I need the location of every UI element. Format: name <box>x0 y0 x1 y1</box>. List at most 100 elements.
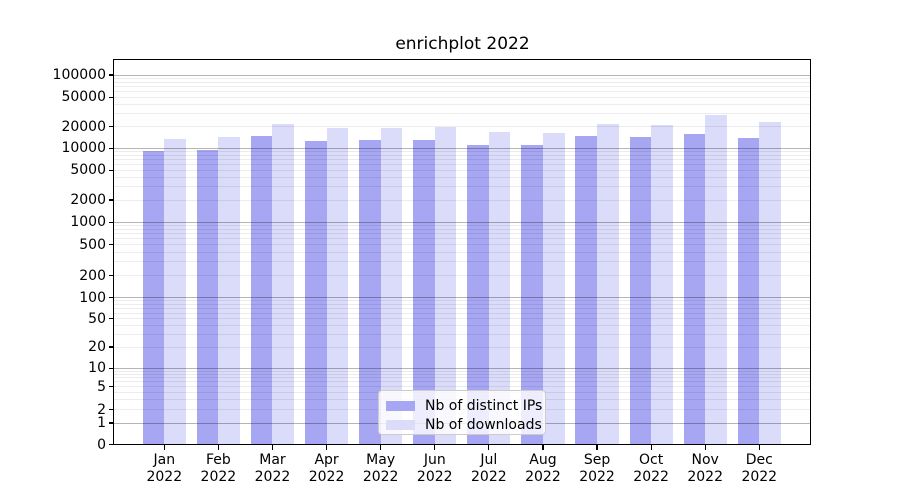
y-tick-mark <box>109 385 114 388</box>
y-tick-label: 1000 <box>70 214 106 231</box>
gridline-minor <box>114 377 810 379</box>
gridline-minor <box>114 244 810 245</box>
y-tick-label: 20000 <box>61 118 106 135</box>
x-tick-mark <box>271 445 274 450</box>
bar-nb-of-distinct-ips-feb <box>196 150 219 445</box>
gridline-major <box>114 297 810 299</box>
gridline-minor <box>114 176 810 178</box>
gridline-minor <box>114 103 810 105</box>
x-tick-label: Nov 2022 <box>687 452 723 485</box>
gridline-minor <box>114 169 810 171</box>
gridline-minor <box>114 238 810 240</box>
y-tick-mark <box>109 221 114 223</box>
gridline-minor <box>114 90 810 92</box>
x-tick-label: Feb 2022 <box>200 452 237 485</box>
bar-nb-of-distinct-ips-jan <box>142 150 165 445</box>
bar-nb-of-downloads-jul <box>488 132 511 445</box>
bar-nb-of-distinct-ips-nov <box>683 133 706 445</box>
gridline-minor <box>114 333 810 335</box>
gridline-minor <box>114 312 810 314</box>
x-tick-label: May 2022 <box>362 452 399 485</box>
bar-nb-of-downloads-oct <box>651 124 673 445</box>
bar-nb-of-distinct-ips-mar <box>250 135 273 445</box>
gridline-minor <box>114 163 810 165</box>
gridline-minor <box>114 77 810 79</box>
gridline-minor <box>114 381 810 383</box>
gridline-minor <box>114 275 810 276</box>
y-tick-label: 2 <box>97 401 106 418</box>
gridline-minor <box>114 228 810 230</box>
gridline-minor <box>114 151 810 153</box>
bar-nb-of-downloads-aug <box>542 133 565 445</box>
gridline-minor <box>114 233 810 235</box>
x-tick-label: Dec 2022 <box>741 452 778 485</box>
y-tick-label: 100000 <box>52 67 106 83</box>
y-tick-label: 1 <box>97 415 106 431</box>
y-tick-mark <box>109 169 114 171</box>
y-tick-mark <box>109 274 114 277</box>
bar-nb-of-downloads-jun <box>434 127 457 445</box>
y-tick-mark <box>109 346 114 348</box>
gridline-minor <box>114 346 810 348</box>
x-tick-mark <box>380 445 382 450</box>
y-tick-label: 500 <box>79 236 106 253</box>
x-tick-label: Jan 2022 <box>146 452 183 485</box>
bar-nb-of-distinct-ips-apr <box>304 141 327 445</box>
y-tick-mark <box>109 422 114 424</box>
gridline-minor <box>114 225 810 227</box>
y-tick-mark <box>109 297 114 299</box>
gridline-minor <box>114 303 810 305</box>
x-tick-mark <box>434 445 436 450</box>
y-tick-label: 2000 <box>70 192 106 208</box>
y-tick-label: 200 <box>79 267 106 284</box>
x-tick-mark <box>325 445 328 450</box>
gridline-minor <box>114 199 810 201</box>
x-tick-mark <box>163 445 165 450</box>
gridline-minor <box>114 154 810 156</box>
y-tick-mark <box>109 443 114 446</box>
legend: Nb of distinct IPs Nb of downloads <box>378 390 546 435</box>
y-tick-mark <box>109 317 114 320</box>
bar-nb-of-distinct-ips-jun <box>413 139 435 445</box>
x-tick-label: Jun 2022 <box>416 452 453 485</box>
gridline-minor <box>114 159 810 161</box>
bar-nb-of-downloads-jan <box>164 139 186 445</box>
legend-swatch-distinct-ips <box>386 400 415 412</box>
gridline-major <box>114 221 810 223</box>
gridline-minor <box>114 85 810 87</box>
x-tick-mark <box>596 445 598 450</box>
y-tick-mark <box>109 74 114 76</box>
y-tick-mark <box>109 147 114 149</box>
gridline-minor <box>114 370 810 372</box>
y-tick-label: 0 <box>97 436 106 453</box>
y-tick-label: 20 <box>88 339 106 355</box>
gridline-minor <box>114 324 810 326</box>
y-tick-label: 100 <box>79 289 106 306</box>
y-tick-mark <box>109 199 114 201</box>
x-tick-mark <box>488 445 490 450</box>
bar-nb-of-distinct-ips-oct <box>629 137 652 445</box>
y-tick-label: 50 <box>88 310 106 327</box>
legend-label-distinct-ips: Nb of distinct IPs <box>425 398 543 414</box>
bar-nb-of-downloads-nov <box>705 115 727 445</box>
gridline-minor <box>114 113 810 115</box>
y-tick-label: 5 <box>97 378 106 395</box>
gridline-minor <box>114 251 810 253</box>
x-tick-mark <box>217 445 219 450</box>
bar-nb-of-distinct-ips-dec <box>737 138 760 445</box>
gridline-minor <box>114 261 810 263</box>
y-tick-label: 10 <box>88 360 106 377</box>
gridline-minor <box>114 81 810 83</box>
bar-nb-of-downloads-feb <box>218 137 240 445</box>
gridline-minor <box>114 300 810 302</box>
gridline-minor <box>114 307 810 309</box>
bar-nb-of-downloads-dec <box>759 122 781 445</box>
legend-swatch-downloads <box>386 419 415 431</box>
y-tick-mark <box>109 367 114 369</box>
x-tick-label: Aug 2022 <box>525 452 561 485</box>
bar-nb-of-downloads-sep <box>597 123 619 445</box>
y-tick-label: 10000 <box>61 140 106 157</box>
gridline-minor <box>114 186 810 188</box>
y-tick-label: 5000 <box>70 162 106 179</box>
